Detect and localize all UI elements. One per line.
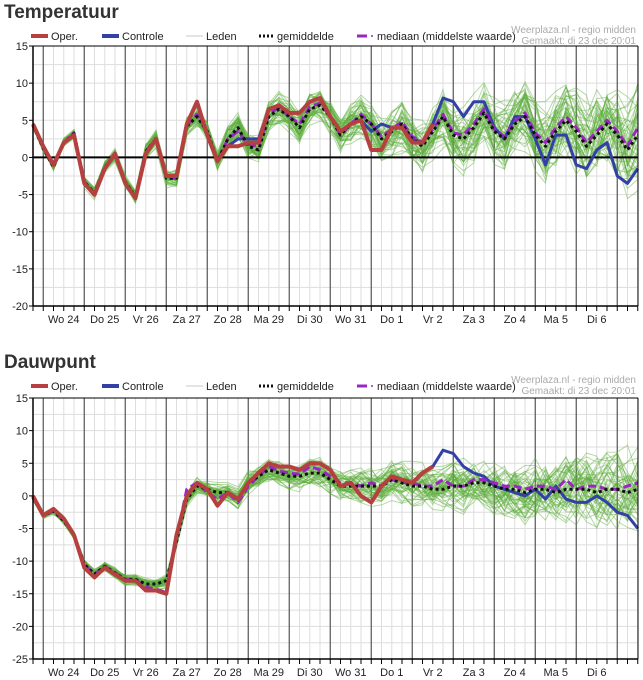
series-oper bbox=[31, 96, 435, 201]
leden-member-line bbox=[32, 102, 639, 196]
x-tick-label: Di 6 bbox=[587, 314, 607, 326]
y-tick-label: -5 bbox=[18, 524, 28, 536]
y-tick-label: 5 bbox=[22, 115, 28, 127]
x-tick-label: Ma 5 bbox=[544, 314, 568, 326]
x-tick-label: Di 6 bbox=[587, 667, 607, 679]
x-tick-label: Do 1 bbox=[380, 314, 403, 326]
x-tick-label: Za 27 bbox=[173, 314, 201, 326]
x-tick-label: Di 30 bbox=[297, 667, 323, 679]
x-tick-label: Do 25 bbox=[90, 667, 119, 679]
x-tick-label: Zo 4 bbox=[504, 314, 526, 326]
leden-members bbox=[32, 444, 639, 591]
y-tick-label: -15 bbox=[12, 589, 28, 601]
y-tick-label: -10 bbox=[12, 227, 28, 239]
legend-mediaan-label: mediaan (middelste waarde) bbox=[377, 31, 516, 43]
dewpoint-chart: Oper. Controle Leden gemiddelde mediaan (mid… bbox=[12, 375, 639, 679]
y-tick-label: -5 bbox=[18, 190, 28, 202]
y-tick-label: -20 bbox=[12, 621, 28, 633]
leden-member-line bbox=[32, 458, 638, 588]
y-tick-label: 15 bbox=[16, 41, 28, 53]
leden-member-line bbox=[32, 451, 638, 589]
leden-member-line bbox=[32, 459, 639, 588]
x-tick-label: Wo 31 bbox=[335, 667, 367, 679]
x-tick-label: Zo 28 bbox=[214, 314, 242, 326]
leden-member-line bbox=[32, 455, 639, 588]
x-tick-label: Ma 5 bbox=[544, 667, 568, 679]
legend-controle-label: Controle bbox=[122, 381, 164, 393]
leden-member-line bbox=[32, 457, 639, 588]
legend-mediaan-label: mediaan (middelste waarde) bbox=[377, 381, 516, 393]
x-tick-label: Vr 26 bbox=[133, 667, 159, 679]
x-tick-label: Ma 29 bbox=[253, 667, 284, 679]
x-tick-label: Za 3 bbox=[463, 314, 485, 326]
y-tick-label: 15 bbox=[16, 393, 28, 405]
legend-mediaan-swatch-dot bbox=[371, 385, 373, 387]
x-tick-label: Vr 26 bbox=[133, 314, 159, 326]
legend-leden-label: Leden bbox=[206, 31, 237, 43]
x-tick-label: Za 27 bbox=[173, 667, 201, 679]
legend-oper-label: Oper. bbox=[51, 31, 78, 43]
series-gemiddelde-line bbox=[31, 103, 640, 199]
legend-controle-label: Controle bbox=[122, 31, 164, 43]
legend: Oper. Controle Leden gemiddelde mediaan (mid… bbox=[31, 381, 516, 393]
legend-gemiddelde-label: gemiddelde bbox=[277, 381, 334, 393]
leden-member-line bbox=[32, 86, 639, 195]
x-tick-label: Wo 24 bbox=[48, 667, 80, 679]
temperature-chart: Oper. Controle Leden gemiddelde mediaan (mid… bbox=[12, 25, 640, 326]
y-tick-label: 5 bbox=[22, 458, 28, 470]
leden-member-line bbox=[32, 464, 639, 583]
leden-member-line bbox=[32, 467, 639, 584]
legend-gemiddelde-label: gemiddelde bbox=[277, 31, 334, 43]
leden-member-line bbox=[32, 460, 639, 587]
series-gemiddelde-line bbox=[31, 468, 639, 586]
series-oper-line bbox=[31, 461, 434, 596]
x-tick-label: Ma 29 bbox=[253, 314, 284, 326]
series-mediaan-line bbox=[31, 101, 640, 199]
x-tick-label: Zo 4 bbox=[504, 667, 526, 679]
y-tick-label: 0 bbox=[22, 491, 28, 503]
chart-title-dauwpunt: Dauwpunt bbox=[4, 352, 96, 373]
leden-member-line bbox=[32, 458, 639, 589]
leden-member-line bbox=[32, 444, 639, 585]
dewpoint-chart-block: Dauwpunt Oper. Controle Leden gemiddelde med… bbox=[0, 350, 643, 680]
legend-mediaan-swatch-dot bbox=[371, 35, 373, 37]
leden-member-line bbox=[32, 472, 639, 587]
leden-member-line bbox=[32, 87, 639, 194]
legend-oper-label: Oper. bbox=[51, 381, 78, 393]
leden-member-line bbox=[32, 87, 639, 195]
credit-timestamp: Gemaakt: di 23 dec 20:01 bbox=[521, 386, 636, 397]
leden-member-line bbox=[32, 461, 639, 584]
y-tick-label: -20 bbox=[12, 301, 28, 313]
x-tick-label: Za 3 bbox=[463, 667, 485, 679]
leden-member-line bbox=[32, 93, 639, 205]
credit-source: Weerplaza.nl - regio midden bbox=[511, 375, 636, 386]
series-oper bbox=[31, 461, 434, 596]
leden-member-line bbox=[32, 88, 639, 193]
legend: Oper. Controle Leden gemiddelde mediaan (mid… bbox=[31, 31, 516, 43]
x-tick-label: Do 1 bbox=[380, 667, 403, 679]
y-tick-label: -15 bbox=[12, 264, 28, 276]
y-tick-label: -25 bbox=[12, 654, 28, 666]
x-tick-label: Vr 2 bbox=[423, 314, 443, 326]
x-tick-label: Zo 28 bbox=[214, 667, 242, 679]
y-tick-label: 0 bbox=[22, 152, 28, 164]
x-tick-label: Wo 24 bbox=[48, 314, 80, 326]
y-tick-label: 10 bbox=[16, 426, 28, 438]
x-tick-label: Do 25 bbox=[90, 314, 119, 326]
x-tick-label: Di 30 bbox=[297, 314, 323, 326]
leden-member-line bbox=[32, 91, 639, 192]
y-tick-label: -10 bbox=[12, 556, 28, 568]
x-tick-label: Wo 31 bbox=[335, 314, 367, 326]
temperature-chart-block: Temperatuur Oper. Controle Leden gemiddelde… bbox=[4, 2, 640, 326]
y-tick-label: 10 bbox=[16, 78, 28, 90]
grid bbox=[32, 397, 639, 664]
x-tick-label: Vr 2 bbox=[423, 667, 443, 679]
chart-title-temperatuur: Temperatuur bbox=[4, 2, 119, 23]
leden-member-line bbox=[32, 462, 639, 588]
legend-leden-label: Leden bbox=[206, 381, 237, 393]
credit-source: Weerplaza.nl - regio midden bbox=[511, 25, 636, 36]
credit-timestamp: Gemaakt: di 23 dec 20:01 bbox=[521, 36, 636, 47]
series-oper-line bbox=[31, 96, 435, 201]
